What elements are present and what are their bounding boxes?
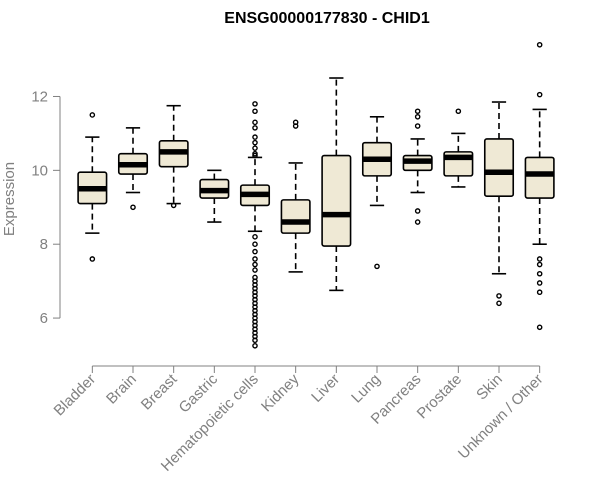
outlier-point (252, 248, 258, 255)
outlier-point (89, 256, 96, 262)
x-tick-label: Lung (348, 371, 384, 407)
box-iqr (524, 156, 555, 199)
y-tick-label: 6 (40, 310, 48, 327)
outlier-point (252, 337, 258, 344)
box-gastric (199, 169, 230, 223)
outlier-point (252, 134, 258, 140)
outlier-point (252, 125, 258, 131)
outlier-point (252, 261, 258, 268)
x-tick-label: Bladder (51, 371, 100, 420)
outlier-point (536, 270, 543, 277)
box-bladder (77, 112, 108, 262)
outlier-point (414, 108, 421, 115)
outlier-point (252, 241, 258, 248)
x-tick-label: Breast (138, 370, 181, 413)
box-iqr (321, 154, 352, 247)
outlier-point (374, 263, 380, 270)
box-pancreas (402, 108, 433, 225)
box-liver (321, 77, 352, 292)
x-tick-label: Brain (103, 371, 140, 408)
box-hematopoietic-cells (239, 101, 271, 349)
outlier-point (89, 112, 96, 118)
y-axis: 6 8 10 12 (31, 88, 61, 327)
box-brain (117, 127, 149, 211)
outlier-point (414, 113, 421, 120)
outlier-point (292, 123, 299, 129)
outlier-point (252, 342, 258, 349)
outlier-point (130, 204, 136, 211)
outlier-point (170, 202, 177, 209)
box-prostate (443, 108, 474, 188)
outlier-point (252, 152, 258, 159)
boxes-group (77, 41, 555, 349)
outlier-point (252, 108, 258, 115)
outlier-point (536, 91, 543, 98)
box-kidney (280, 119, 311, 273)
outlier-point (455, 108, 462, 115)
outlier-point (414, 219, 421, 225)
y-tick-label: 10 (31, 162, 48, 179)
outlier-point (252, 139, 258, 146)
outlier-point (536, 256, 543, 262)
outlier-point (252, 119, 258, 126)
outlier-point (252, 234, 258, 240)
outlier-point (252, 267, 258, 273)
y-axis-label: Expression (1, 162, 18, 236)
box-iqr (483, 138, 515, 197)
x-tick-label: Prostate (414, 371, 466, 423)
outlier-point (252, 145, 258, 151)
box-breast (158, 104, 189, 209)
y-tick-label: 8 (40, 236, 48, 253)
x-tick-label: Liver (308, 371, 343, 406)
chart-title: ENSG00000177830 - CHID1 (224, 10, 430, 27)
box-skin (483, 101, 515, 307)
outlier-point (496, 300, 502, 307)
x-tick-label: Kidney (258, 370, 303, 415)
outlier-point (414, 208, 421, 214)
outlier-point (536, 324, 543, 331)
outlier-point (536, 289, 543, 296)
box-lung (361, 115, 393, 270)
outlier-point (536, 261, 543, 268)
x-tick-label: Skin (473, 371, 506, 404)
outlier-point (536, 280, 543, 286)
y-tick-label: 12 (31, 88, 48, 105)
box-iqr (280, 199, 311, 234)
outlier-point (496, 293, 502, 299)
outlier-point (536, 41, 543, 48)
box-unknown-other (524, 41, 555, 331)
outlier-point (252, 256, 258, 262)
outlier-point (414, 123, 421, 129)
outlier-point (252, 101, 258, 107)
